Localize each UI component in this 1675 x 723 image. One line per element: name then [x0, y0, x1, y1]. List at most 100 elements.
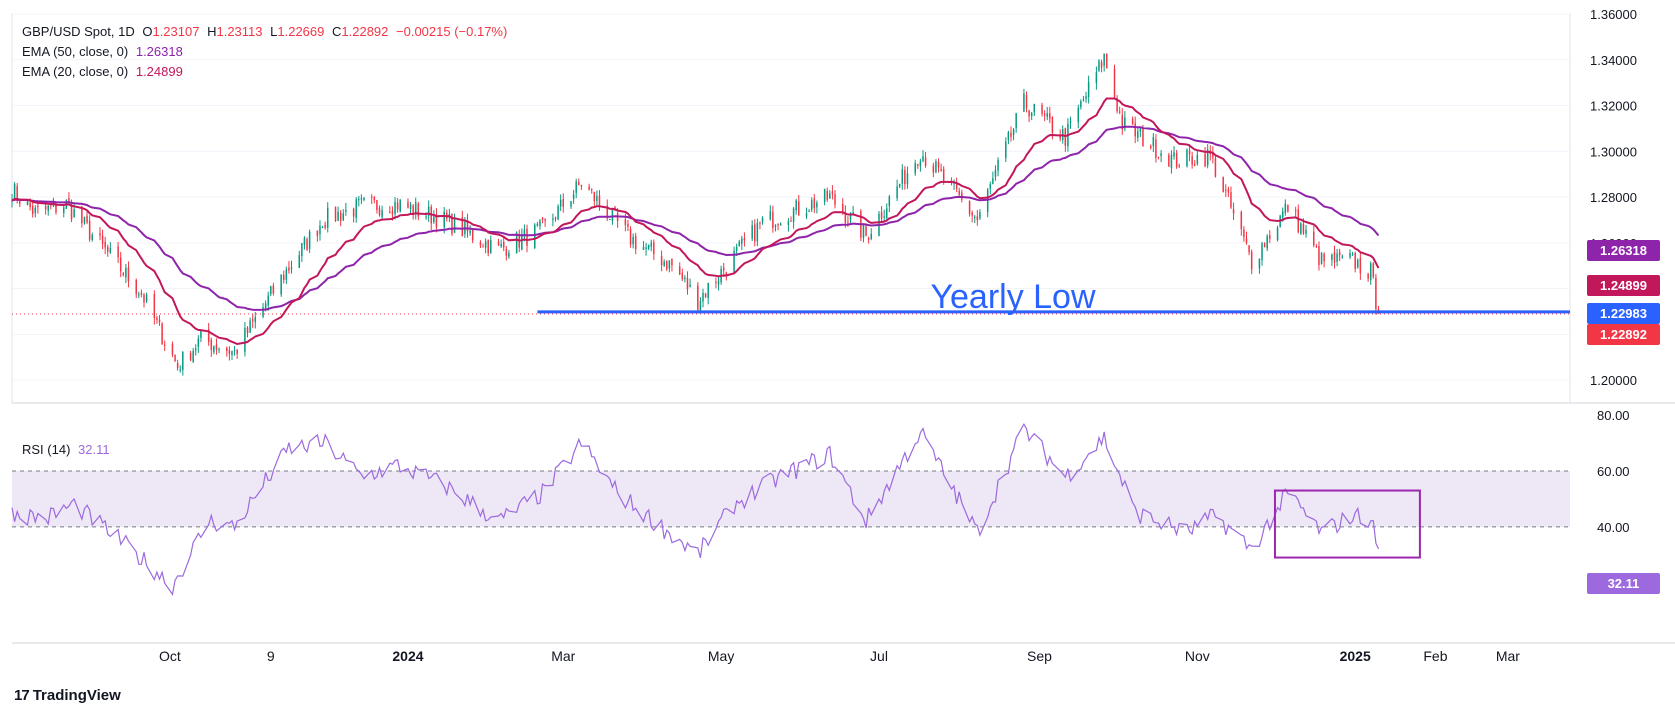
candle-body — [1149, 145, 1152, 148]
rsi-line[interactable] — [11, 422, 1380, 596]
candle-body — [1263, 243, 1266, 248]
time-tick-label: May — [708, 648, 734, 664]
candle-body — [262, 307, 264, 317]
candle-body — [521, 234, 523, 250]
candle-body — [143, 294, 145, 303]
candle-body — [779, 223, 782, 226]
candle-body — [1121, 114, 1124, 130]
candle-body — [678, 266, 681, 275]
candle-body — [73, 209, 75, 218]
candle-body — [759, 222, 761, 224]
candle-body — [816, 202, 818, 208]
candle-body — [122, 273, 125, 276]
candle-body — [1085, 96, 1087, 99]
candle-body — [207, 329, 210, 342]
candle-body — [99, 232, 101, 236]
candle-body — [704, 293, 707, 297]
candle-body — [490, 239, 492, 253]
rsi-highlight-box[interactable] — [1273, 489, 1421, 559]
candle-body — [935, 161, 937, 173]
candle-body — [1157, 156, 1160, 158]
candle-body — [1313, 231, 1315, 246]
rsi-badge: 32.11 — [1587, 573, 1660, 594]
candle-body — [1333, 252, 1336, 263]
candle-body — [917, 164, 919, 166]
candle-body — [798, 201, 800, 216]
ema20-row[interactable]: EMA (20, close, 0) 1.24899 — [22, 62, 511, 82]
high-value: 1.23113 — [216, 24, 263, 39]
ema50-line[interactable] — [11, 125, 1380, 311]
ema50-row[interactable]: EMA (50, close, 0) 1.26318 — [22, 42, 511, 62]
candle-body — [515, 232, 518, 254]
candle-body — [523, 229, 526, 237]
candle-body — [425, 216, 427, 218]
candle-body — [16, 186, 18, 200]
candle-body — [715, 281, 717, 283]
candle-body — [1134, 123, 1136, 137]
candle-body — [1212, 152, 1214, 158]
candle-body — [707, 283, 709, 299]
candle-body — [26, 200, 29, 206]
candle-body — [539, 220, 541, 227]
candle-body — [1269, 235, 1271, 239]
candle-body — [409, 204, 412, 209]
candle-body — [955, 182, 958, 189]
candle-body — [505, 248, 508, 256]
candle-body — [254, 317, 257, 323]
candle-body — [156, 317, 158, 320]
candle-body — [174, 355, 176, 361]
candle-body — [451, 213, 453, 235]
candle-body — [345, 209, 347, 212]
time-tick-label: Nov — [1185, 648, 1210, 664]
candle-body — [50, 204, 52, 206]
rsi-legend[interactable]: RSI (14) 32.11 — [22, 440, 114, 460]
candle-body — [487, 239, 489, 254]
price-tick-label: 1.20000 — [1590, 373, 1637, 388]
candle-body — [334, 206, 337, 222]
candle-body — [47, 205, 49, 211]
candle-body — [1046, 113, 1048, 117]
candle-body — [1178, 165, 1180, 167]
candle-body — [407, 201, 409, 208]
candle-body — [1284, 203, 1287, 213]
tradingview-logo[interactable]: 17 TradingView — [14, 687, 121, 704]
candle-body — [914, 163, 916, 174]
candle-body — [435, 214, 438, 228]
candle-body — [1248, 245, 1250, 253]
candle-body — [34, 207, 37, 214]
candle-body — [526, 228, 528, 246]
candle-body — [226, 347, 228, 352]
candle-body — [609, 219, 611, 221]
candle-body — [596, 196, 598, 201]
candle-body — [107, 246, 109, 252]
candle-body — [251, 318, 254, 322]
candle-body — [733, 250, 735, 274]
candle-body — [992, 178, 994, 184]
candle-body — [44, 206, 47, 210]
candle-body — [572, 194, 575, 199]
symbol-label[interactable]: GBP/USD Spot, 1D — [22, 24, 135, 39]
candle-body — [650, 242, 652, 247]
candle-body — [68, 198, 70, 203]
candle-body — [1227, 188, 1230, 193]
candle-body — [1139, 128, 1142, 132]
candle-body — [823, 188, 826, 202]
ema20-line[interactable] — [11, 97, 1380, 346]
rsi-band — [12, 471, 1570, 527]
candle-body — [1369, 263, 1372, 281]
candle-body — [886, 208, 888, 218]
candle-body — [1005, 141, 1007, 158]
candle-body — [642, 246, 645, 250]
candle-body — [13, 184, 16, 199]
candle-body — [1300, 223, 1302, 234]
time-tick-label: 9 — [267, 648, 275, 664]
candle-body — [1258, 258, 1261, 269]
candle-body — [19, 201, 21, 204]
candle-body — [541, 218, 544, 220]
candle-body — [192, 350, 194, 362]
candle-body — [1012, 129, 1015, 136]
close-value: 1.22892 — [341, 24, 389, 39]
candle-body — [433, 216, 435, 223]
candle-body — [1375, 277, 1377, 310]
